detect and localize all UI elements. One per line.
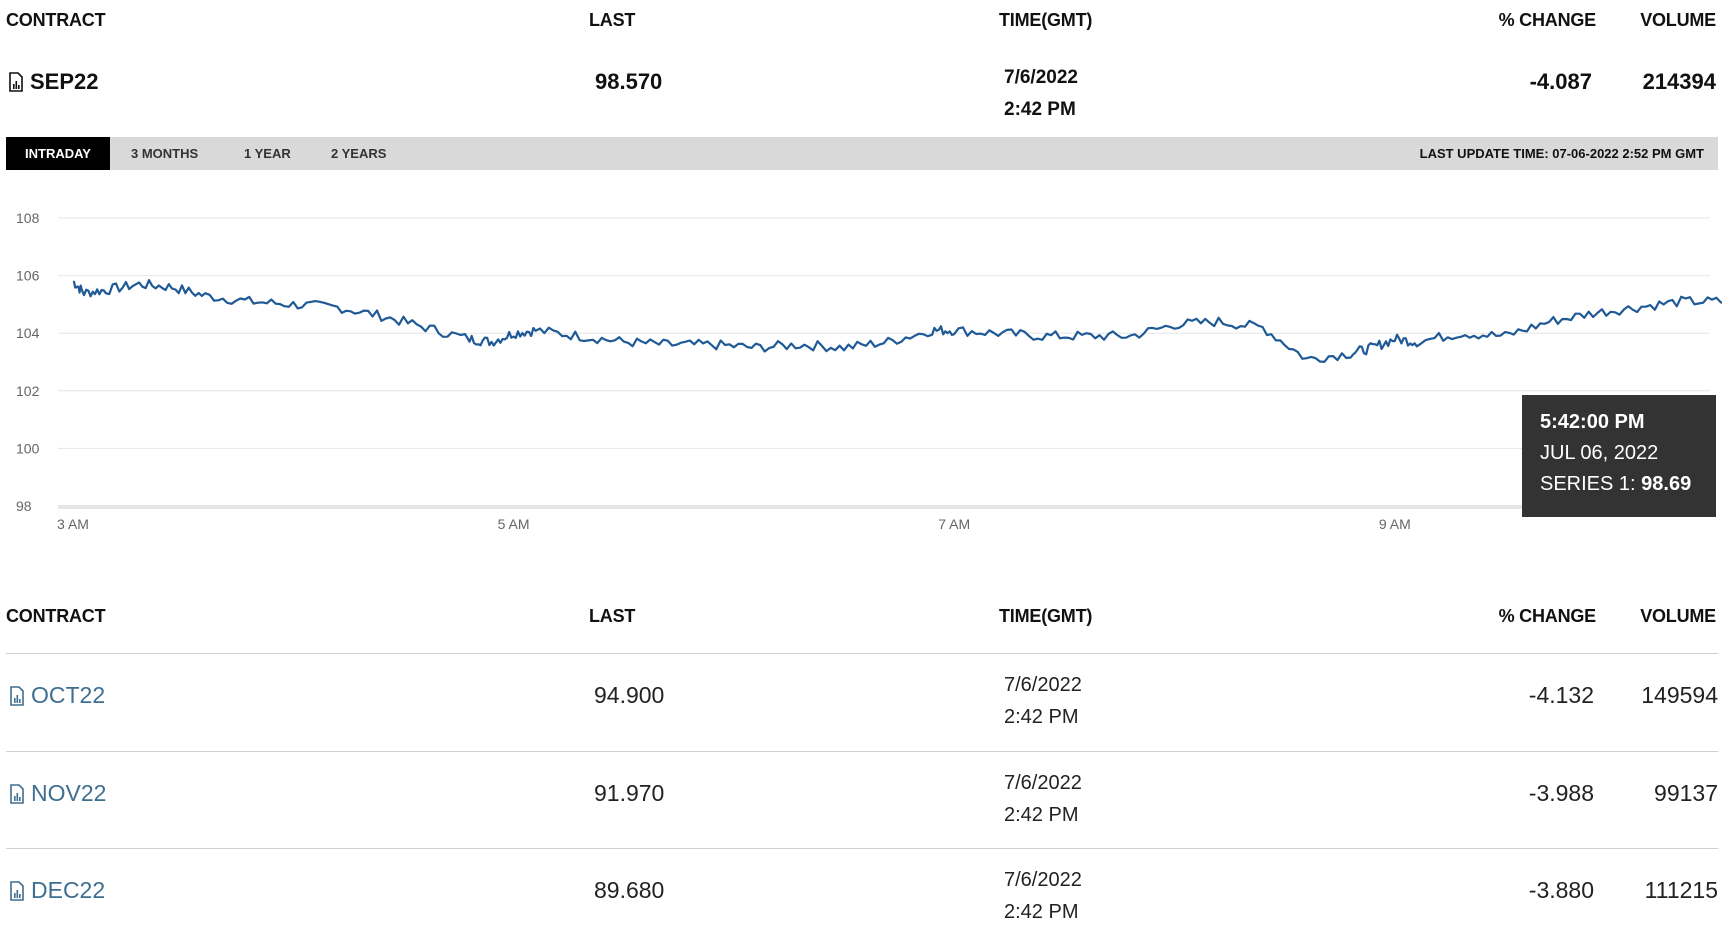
- main-contract-row: SEP22 98.570 7/6/2022 2:42 PM -4.087 214…: [0, 62, 1722, 132]
- y-tick-label: 106: [16, 268, 40, 284]
- list-header-contract: CONTRACT: [6, 606, 106, 626]
- main-change: -4.087: [1529, 69, 1592, 94]
- list-header-change: % CHANGE: [1498, 606, 1597, 626]
- percent-change: -3.988: [1528, 780, 1594, 806]
- clock: 2:42 PM: [1004, 706, 1079, 728]
- main-contract[interactable]: SEP22: [8, 69, 99, 95]
- main-time: 7/6/2022 2:42 PM: [1004, 62, 1078, 126]
- header-change: % CHANGE: [1498, 10, 1597, 30]
- chart-tooltip: 5:42:00 PM JUL 06, 2022 SERIES 1: 98.69: [1522, 395, 1716, 517]
- last-update-time: LAST UPDATE TIME: 07-06-2022 2:52 PM GMT: [1419, 146, 1704, 161]
- y-tick-label: 108: [16, 210, 40, 226]
- header-time: TIME(GMT): [999, 10, 1093, 30]
- date: 7/6/2022: [1004, 772, 1082, 794]
- main-volume: 214394: [1642, 69, 1716, 94]
- tab-1-year[interactable]: 1 YEAR: [244, 146, 291, 161]
- chart-document-icon: [10, 685, 24, 706]
- time-gmt: 7/6/2022 2:42 PM: [1004, 669, 1082, 733]
- main-last-price: 98.570: [595, 69, 663, 94]
- table-row: NOV22 91.970 7/6/2022 2:42 PM -3.988 991…: [6, 751, 1718, 849]
- contract-link-dec22[interactable]: DEC22: [9, 877, 105, 904]
- percent-change: -4.132: [1528, 682, 1594, 708]
- table-row: DEC22 89.680 7/6/2022 2:42 PM -3.880 111…: [6, 848, 1718, 946]
- table-row: OCT22 94.900 7/6/2022 2:42 PM -4.132 149…: [6, 653, 1718, 751]
- tooltip-value-line: SERIES 1: 98.69: [1540, 473, 1698, 496]
- clock: 2:42 PM: [1004, 901, 1079, 923]
- main-contract-name: SEP22: [30, 69, 99, 94]
- header-contract: CONTRACT: [6, 10, 106, 30]
- tab-intraday[interactable]: INTRADAY: [6, 137, 110, 170]
- chart-document-icon: [10, 783, 24, 804]
- y-tick-label: 104: [16, 325, 40, 341]
- last-price: 89.680: [594, 877, 665, 903]
- list-header-last: LAST: [589, 606, 636, 626]
- tooltip-series-label: SERIES 1:: [1540, 473, 1636, 495]
- contract-name: NOV22: [31, 780, 107, 806]
- tooltip-value: 98.69: [1641, 473, 1692, 495]
- last-price: 91.970: [594, 780, 665, 806]
- contract-name: OCT22: [31, 682, 106, 708]
- tooltip-date: JUL 06, 2022: [1540, 442, 1659, 464]
- main-date: 7/6/2022: [1004, 67, 1078, 88]
- chart-document-icon: [10, 880, 24, 901]
- tab-3-months[interactable]: 3 MONTHS: [131, 146, 199, 161]
- y-tick-label: 102: [16, 383, 40, 399]
- list-header-volume: VOLUME: [1640, 606, 1716, 626]
- header-last: LAST: [589, 10, 636, 30]
- list-header-time: TIME(GMT): [999, 606, 1093, 626]
- volume: 99137: [1654, 780, 1718, 806]
- tab-2-years[interactable]: 2 YEARS: [331, 146, 387, 161]
- last-price: 94.900: [594, 682, 665, 708]
- time-gmt: 7/6/2022 2:42 PM: [1004, 864, 1082, 928]
- header-volume: VOLUME: [1640, 10, 1716, 30]
- range-tabbar: INTRADAY 3 MONTHS 1 YEAR 2 YEARS LAST UP…: [6, 137, 1718, 170]
- volume: 149594: [1641, 682, 1718, 708]
- x-tick-label: 3 AM: [57, 516, 89, 532]
- volume: 111215: [1644, 877, 1718, 903]
- x-tick-label: 7 AM: [938, 516, 970, 532]
- chart-document-icon: [9, 72, 23, 92]
- clock: 2:42 PM: [1004, 804, 1079, 826]
- date: 7/6/2022: [1004, 674, 1082, 696]
- contract-link-oct22[interactable]: OCT22: [9, 682, 105, 709]
- time-gmt: 7/6/2022 2:42 PM: [1004, 767, 1082, 831]
- tooltip-time: 5:42:00 PM: [1540, 411, 1645, 433]
- main-clock: 2:42 PM: [1004, 99, 1076, 120]
- percent-change: -3.880: [1528, 877, 1594, 903]
- series-line: [72, 279, 1722, 363]
- x-tick-label: 5 AM: [498, 516, 530, 532]
- date: 7/6/2022: [1004, 869, 1082, 891]
- y-tick-label: 100: [16, 440, 40, 456]
- y-tick-label: 98: [16, 498, 32, 514]
- x-tick-label: 9 AM: [1379, 516, 1411, 532]
- contract-name: DEC22: [31, 877, 106, 903]
- contract-link-nov22[interactable]: NOV22: [9, 780, 106, 807]
